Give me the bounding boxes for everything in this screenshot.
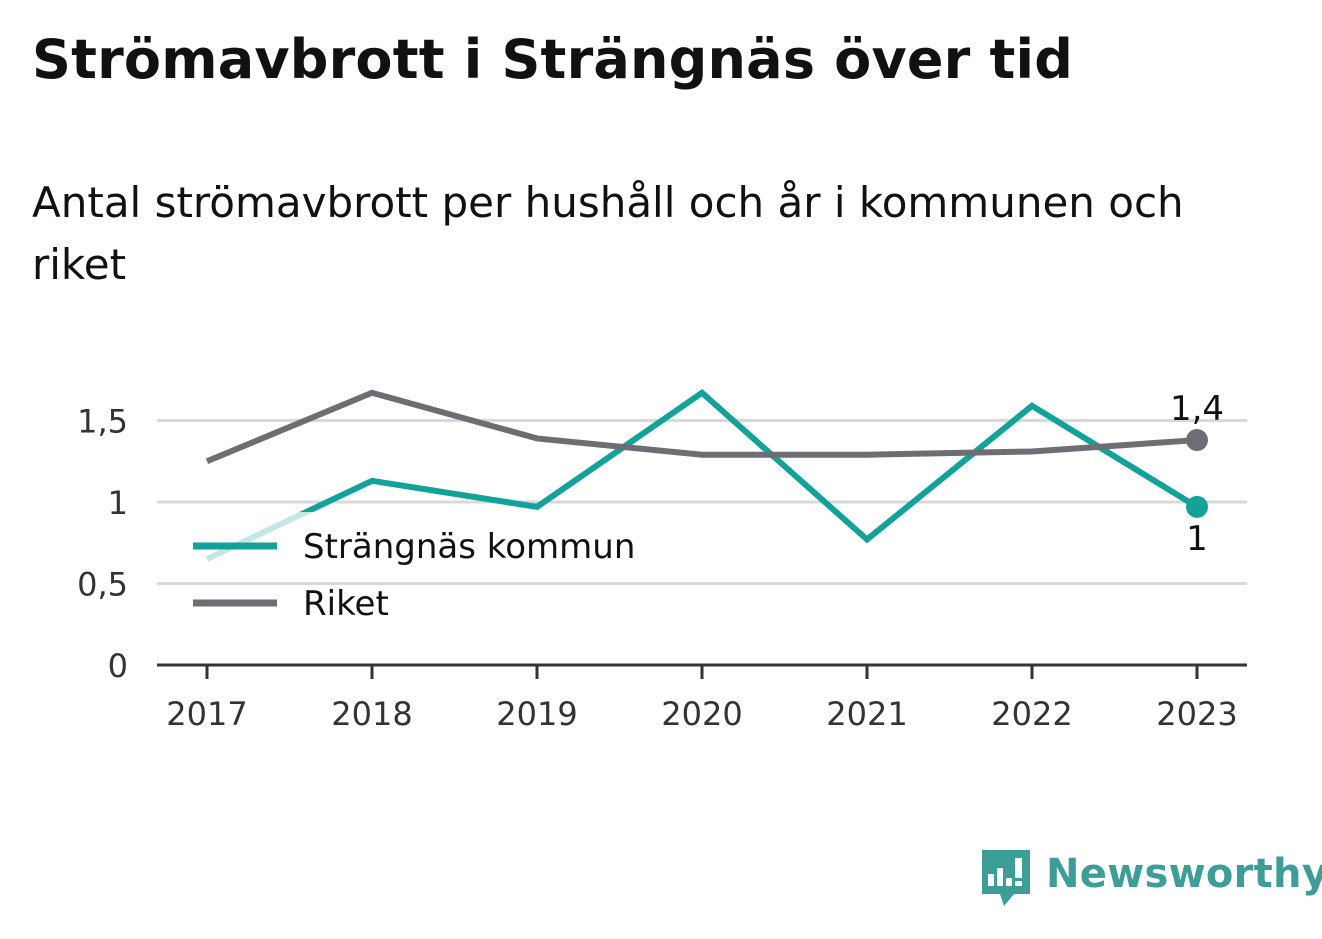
grid-lines: [157, 419, 1247, 585]
brand-name: Newsworthy: [1046, 851, 1322, 897]
x-tick-label: 2022: [991, 695, 1072, 733]
series-line-kommun: [205, 388, 1199, 562]
series-lines: [205, 388, 1199, 562]
end-value-label: 1: [1186, 519, 1208, 559]
x-tick-label: 2017: [166, 695, 247, 733]
x-tick-label: 2018: [331, 695, 412, 733]
y-tick-label: 1,5: [77, 403, 128, 441]
chart-subtitle: Antal strömavbrott per hushåll och år i …: [32, 178, 1184, 289]
y-tick-label: 0,5: [77, 566, 128, 604]
y-axis-tick-labels: 0 0,5 1 1,5: [77, 403, 128, 686]
bar-chart-speech-bubble-icon: [982, 850, 1030, 906]
legend: Strängnäs kommun Riket: [180, 512, 668, 624]
y-tick-label: 1: [108, 484, 128, 522]
end-point-marker: [1186, 495, 1208, 518]
end-value-label: 1,4: [1170, 389, 1224, 429]
chart-title: Strömavbrott i Strängnäs över tid: [32, 28, 1074, 91]
y-tick-label: 0: [108, 647, 128, 685]
x-tick-label: 2019: [496, 695, 577, 733]
x-tick-label: 2023: [1156, 695, 1237, 733]
series-line-riket: [205, 389, 1198, 465]
newsworthy-logo: Newsworthy: [980, 848, 1322, 912]
x-tick-label: 2020: [661, 695, 742, 733]
x-tick-label: 2021: [826, 695, 907, 733]
end-points: 11,4: [1170, 389, 1224, 559]
x-axis: 2017 2018 2019 2020 2021 2022 2023: [157, 663, 1247, 733]
end-point-marker: [1186, 429, 1208, 452]
legend-label: Riket: [303, 584, 389, 624]
legend-label: Strängnäs kommun: [303, 527, 635, 567]
